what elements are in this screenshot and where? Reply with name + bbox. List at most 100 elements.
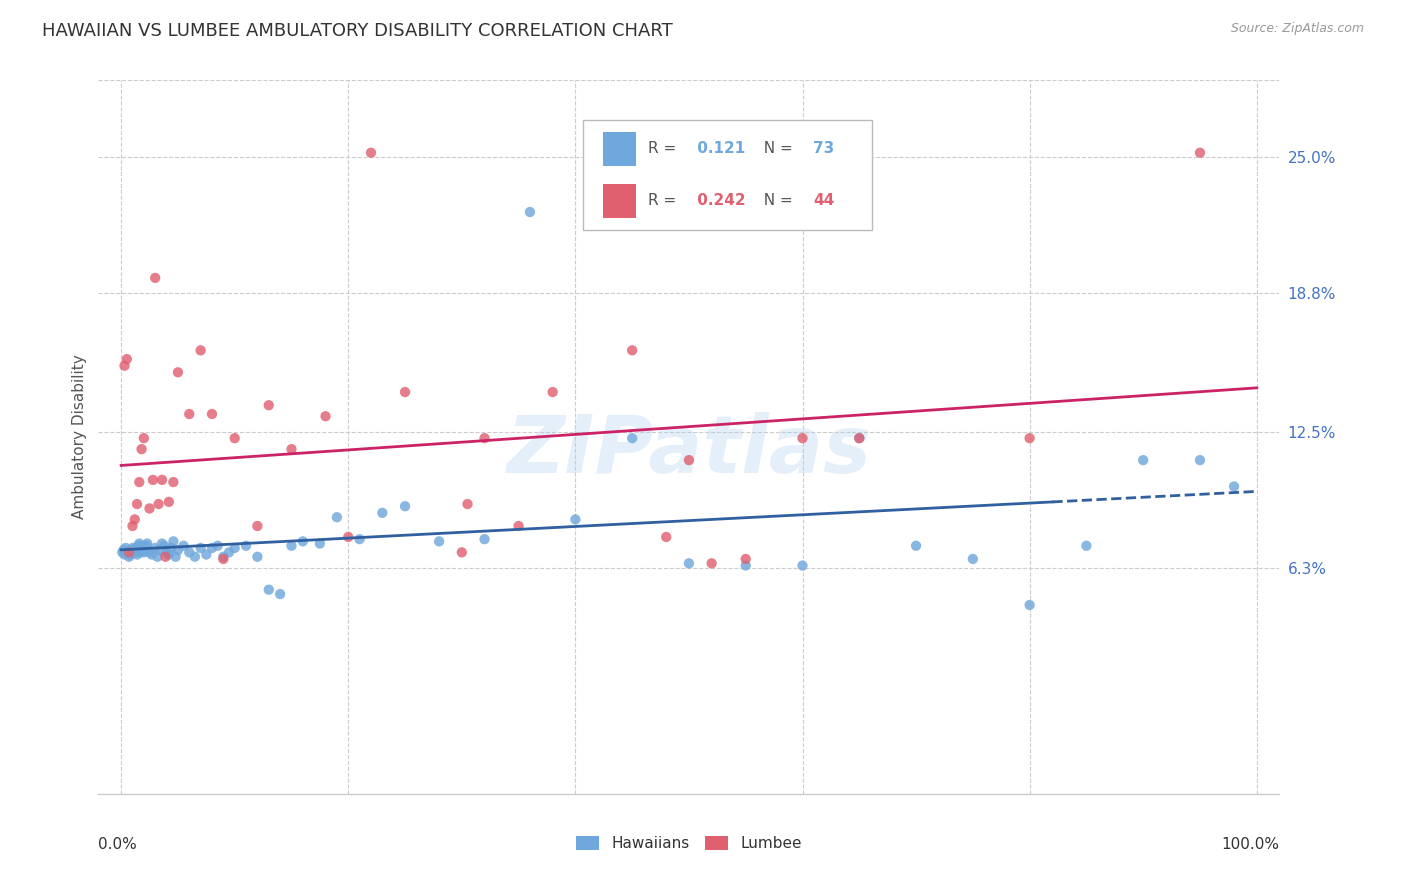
- Point: [371, 506, 394, 520]
- Point: [905, 539, 928, 553]
- Point: [120, 548, 142, 562]
- Point: [132, 539, 155, 553]
- Point: [734, 558, 756, 573]
- Text: 73: 73: [813, 141, 834, 156]
- Point: [1076, 539, 1098, 553]
- Point: [184, 549, 207, 564]
- Point: [1018, 431, 1040, 445]
- Point: [132, 431, 155, 445]
- Point: [150, 473, 173, 487]
- Point: [148, 497, 170, 511]
- Point: [157, 548, 180, 562]
- Point: [160, 541, 183, 555]
- Text: N =: N =: [754, 141, 797, 156]
- Point: [136, 536, 159, 550]
- Point: [792, 558, 814, 573]
- Point: [127, 539, 149, 553]
- Point: [962, 552, 984, 566]
- Point: [157, 495, 180, 509]
- Point: [142, 473, 165, 487]
- Bar: [603, 184, 636, 218]
- Point: [138, 545, 160, 559]
- FancyBboxPatch shape: [582, 120, 872, 230]
- Point: [162, 475, 184, 489]
- Point: [1018, 598, 1040, 612]
- Text: HAWAIIAN VS LUMBEE AMBULATORY DISABILITY CORRELATION CHART: HAWAIIAN VS LUMBEE AMBULATORY DISABILITY…: [42, 22, 673, 40]
- Point: [179, 407, 201, 421]
- Point: [212, 552, 235, 566]
- Point: [143, 541, 166, 555]
- Point: [280, 539, 302, 553]
- Point: [309, 536, 332, 550]
- Point: [117, 545, 139, 559]
- Point: [337, 530, 360, 544]
- Point: [792, 431, 814, 445]
- Point: [257, 582, 280, 597]
- Point: [128, 475, 150, 489]
- Bar: [603, 132, 636, 166]
- Point: [131, 442, 153, 457]
- Point: [848, 431, 870, 445]
- Point: [149, 543, 172, 558]
- Point: [541, 385, 564, 400]
- Point: [519, 205, 541, 219]
- Point: [190, 541, 212, 555]
- Point: [212, 549, 235, 564]
- Point: [280, 442, 302, 457]
- Point: [474, 431, 496, 445]
- Legend: Hawaiians, Lumbee: Hawaiians, Lumbee: [571, 830, 807, 857]
- Point: [155, 549, 177, 564]
- Point: [120, 543, 142, 558]
- Point: [114, 541, 136, 555]
- Point: [508, 519, 530, 533]
- Point: [121, 519, 143, 533]
- Point: [141, 548, 163, 562]
- Point: [165, 549, 187, 564]
- Point: [224, 431, 246, 445]
- Point: [124, 545, 146, 559]
- Point: [291, 534, 314, 549]
- Point: [129, 545, 152, 559]
- Point: [246, 549, 269, 564]
- Point: [1223, 479, 1246, 493]
- Point: [135, 539, 157, 553]
- Point: [394, 385, 416, 400]
- Point: [734, 552, 756, 566]
- Point: [1132, 453, 1154, 467]
- Point: [450, 545, 472, 559]
- Text: R =: R =: [648, 141, 681, 156]
- Point: [111, 545, 134, 559]
- Point: [1188, 145, 1211, 160]
- Text: 44: 44: [813, 194, 834, 209]
- Text: 100.0%: 100.0%: [1222, 837, 1279, 852]
- Text: 0.242: 0.242: [693, 194, 747, 209]
- Point: [201, 541, 224, 555]
- Point: [474, 532, 496, 546]
- Point: [360, 145, 382, 160]
- Point: [235, 539, 257, 553]
- Point: [153, 539, 176, 553]
- Point: [456, 497, 478, 511]
- Point: [655, 530, 678, 544]
- Point: [118, 549, 141, 564]
- Text: ZIPatlas: ZIPatlas: [506, 412, 872, 491]
- Point: [179, 545, 201, 559]
- Point: [394, 500, 416, 514]
- Point: [146, 549, 169, 564]
- Point: [349, 532, 371, 546]
- Point: [155, 545, 177, 559]
- Point: [315, 409, 337, 424]
- Point: [134, 543, 156, 558]
- Point: [848, 431, 870, 445]
- Point: [224, 541, 246, 555]
- Point: [167, 365, 190, 379]
- Point: [125, 497, 148, 511]
- Point: [700, 557, 723, 571]
- Text: 0.121: 0.121: [693, 141, 745, 156]
- Point: [190, 343, 212, 358]
- Point: [150, 536, 173, 550]
- Text: N =: N =: [754, 194, 797, 209]
- Point: [173, 539, 195, 553]
- Point: [427, 534, 450, 549]
- Point: [115, 545, 138, 559]
